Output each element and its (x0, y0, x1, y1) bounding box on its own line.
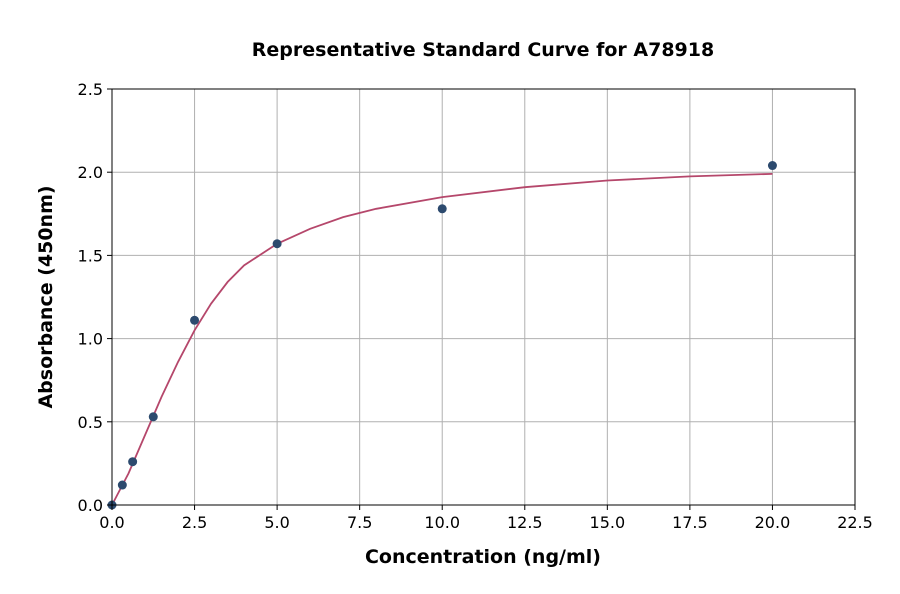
data-points-layer (107, 161, 777, 510)
data-point (437, 204, 447, 214)
fit-curve-layer (111, 172, 773, 506)
x-tick-label: 20.0 (755, 513, 791, 532)
x-tick-label: 15.0 (590, 513, 626, 532)
x-tick-label: 2.5 (182, 513, 207, 532)
data-point (190, 315, 200, 325)
y-tick-label: 2.5 (78, 80, 103, 99)
fit-curve-line (111, 172, 773, 506)
x-tick-label: 12.5 (507, 513, 543, 532)
grid (111, 88, 856, 506)
data-point (117, 480, 127, 490)
chart-title: Representative Standard Curve for A78918 (252, 39, 714, 61)
x-tick-label: 7.5 (347, 513, 372, 532)
data-point (128, 457, 138, 467)
x-tick-label: 10.0 (424, 513, 460, 532)
y-tick-label: 2.0 (78, 163, 103, 182)
y-axis-label: Absorbance (450nm) (35, 185, 57, 408)
data-point (767, 161, 777, 171)
x-tick-label: 22.5 (837, 513, 873, 532)
y-tick-label: 1.0 (78, 330, 103, 349)
x-axis-ticks: 0.0 2.5 5.0 7.5 10.0 12.5 15.0 17.5 20.0 22.5 (99, 505, 873, 532)
x-tick-label: 17.5 (672, 513, 708, 532)
x-axis-label: Concentration (ng/ml) (365, 546, 601, 568)
data-point (148, 412, 158, 422)
y-tick-label: 0.5 (78, 413, 103, 432)
x-tick-label: 0.0 (99, 513, 124, 532)
data-point (272, 239, 282, 249)
y-tick-label: 1.5 (78, 246, 103, 265)
y-tick-label: 0.0 (78, 496, 103, 515)
y-axis-ticks: 0.0 0.5 1.0 1.5 2.0 2.5 (78, 80, 112, 515)
plot-frame (111, 88, 856, 506)
x-tick-label: 5.0 (264, 513, 289, 532)
